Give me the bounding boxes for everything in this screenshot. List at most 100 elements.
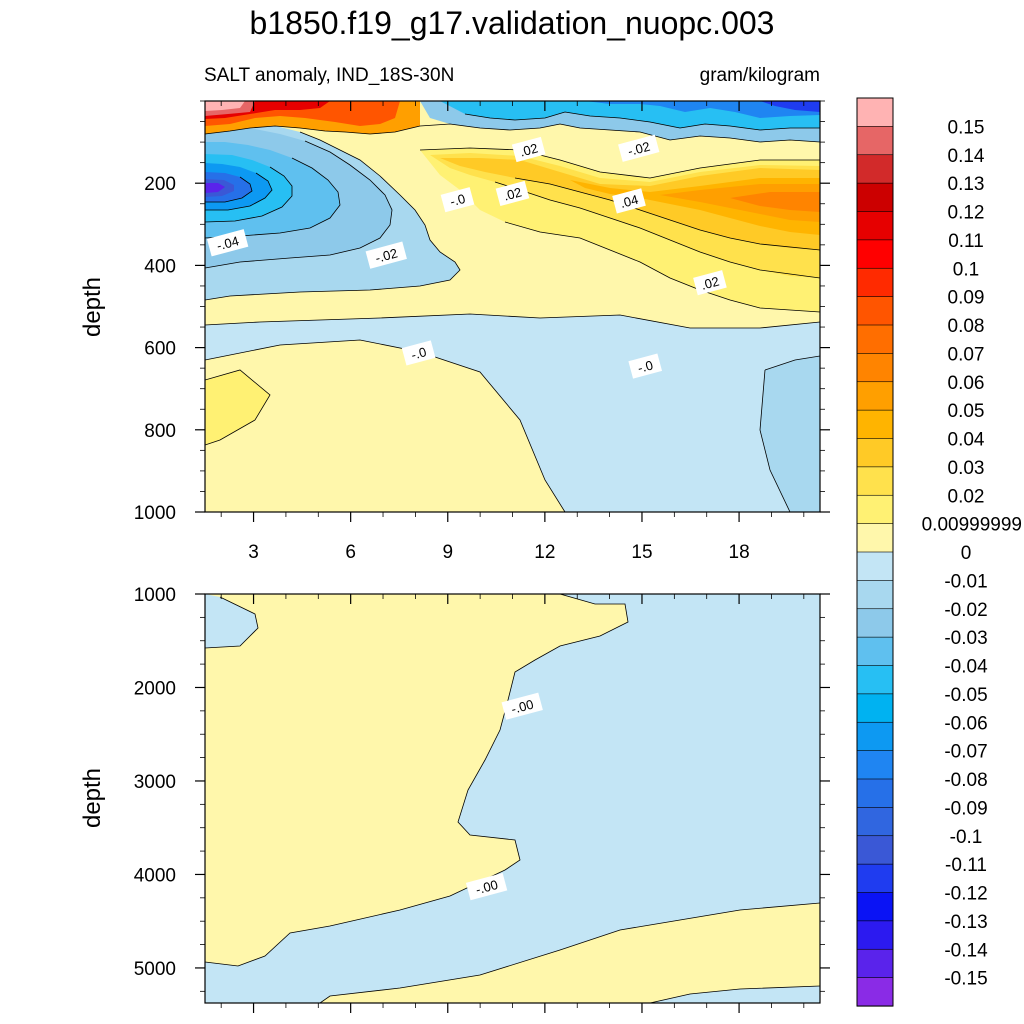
colorbar-swatch xyxy=(856,948,894,979)
region-surface-neg-4 xyxy=(760,101,820,112)
colorbar-label: 0.07 xyxy=(948,344,985,365)
top-contour-labels: -.04 -.02 -.0 .02 .02 .04 -.02 .02 -.0 -.0 xyxy=(206,134,727,379)
contour-label-bg xyxy=(365,241,407,269)
region-pos-upper-left xyxy=(205,594,628,966)
top-y-axis-label: depth xyxy=(79,277,106,337)
colorbar-label: 0.14 xyxy=(948,146,985,167)
colorbar-swatch xyxy=(856,778,894,808)
top-y-tick-label: 400 xyxy=(144,256,176,277)
contour-label-bg xyxy=(401,340,436,366)
region-pos-002-left xyxy=(205,370,270,445)
colorbar-swatch xyxy=(856,324,894,354)
contour-label-bg xyxy=(465,872,508,901)
colorbar-swatch xyxy=(856,409,894,440)
colorbar-label: -0.09 xyxy=(944,798,987,819)
top-contour-fill xyxy=(205,101,820,512)
contour-label-text: -.0 xyxy=(409,344,428,362)
contour-label-text: .02 xyxy=(699,274,720,293)
contour-label-bg xyxy=(511,136,546,163)
colorbar-swatch xyxy=(856,267,894,298)
region-surface-pos-5 xyxy=(205,101,245,111)
contour-label: -.00 xyxy=(465,872,508,901)
top-x-tick-label: 18 xyxy=(729,542,750,563)
chart-title: b1850.f19_g17.validation_nuopc.003 xyxy=(250,5,775,41)
colorbar-swatch xyxy=(856,977,894,1007)
colorbar-label: -0.02 xyxy=(944,600,987,621)
colorbar-label: 0.13 xyxy=(948,174,985,195)
contour-label-bg xyxy=(440,187,475,213)
bottom-y-tick-label: 1000 xyxy=(134,585,176,606)
colorbar-swatch xyxy=(856,665,894,695)
contour-label-text: -.0 xyxy=(448,191,467,209)
top-y-axis: 200 400 600 800 1000 xyxy=(134,100,830,524)
region-pos-007 xyxy=(730,192,820,212)
colorbar-swatch xyxy=(856,750,894,780)
top-panel: 3 6 9 12 15 18 200 400 600 800 1000 -.04 -.02 -.0 .0… xyxy=(79,100,830,563)
bottom-y-tick-label: 4000 xyxy=(134,865,176,886)
bottom-contour-fill xyxy=(205,594,820,1003)
contour-label: -.02 xyxy=(365,241,407,269)
subtitle-right: gram/kilogram xyxy=(700,65,820,86)
top-x-tick-label: 12 xyxy=(534,542,555,563)
contour-label-text: .02 xyxy=(502,184,523,203)
colorbar-swatch xyxy=(856,863,894,894)
bottom-y-axis: 1000 2000 3000 4000 5000 xyxy=(134,585,830,992)
colorbar-label: -0.08 xyxy=(944,770,987,791)
colorbar-swatch xyxy=(856,296,894,326)
colorbar-label: 0 xyxy=(961,543,972,564)
colorbar-label: -0.11 xyxy=(945,855,987,876)
region-neg-corner xyxy=(205,594,258,648)
colorbar-swatch xyxy=(856,494,894,525)
region-pos-small-lower xyxy=(205,340,565,512)
bottom-x-axis xyxy=(220,594,805,1013)
colorbar-label: -0.12 xyxy=(944,884,987,905)
region-neg-bottom-right xyxy=(650,986,820,1003)
colorbar-swatch xyxy=(856,580,894,610)
contour-label-bg xyxy=(618,134,660,162)
colorbar-swatch xyxy=(856,239,894,269)
colorbar-label: -0.04 xyxy=(944,657,988,678)
colorbar-swatch xyxy=(856,353,894,383)
colorbar-swatch xyxy=(856,211,894,241)
colorbar: 0.15 0.14 0.13 0.12 0.11 0.1 0.09 0.08 0.07 0.06 0… xyxy=(856,97,1022,1007)
contour-label: -.0 xyxy=(401,340,436,366)
colorbar-swatch xyxy=(856,807,894,837)
subtitle-left: SALT anomaly, IND_18S-30N xyxy=(204,65,454,86)
colorbar-swatch xyxy=(856,892,894,922)
contour-label-bg xyxy=(495,180,530,207)
top-x-axis: 3 6 9 12 15 18 xyxy=(220,101,805,563)
region-neg-014 xyxy=(205,183,225,193)
colorbar-swatch xyxy=(856,835,894,865)
top-y-tick-label: 800 xyxy=(144,421,176,442)
colorbar-swatch xyxy=(856,636,894,667)
bottom-y-axis-label: depth xyxy=(79,768,106,828)
colorbar-label: 0.1 xyxy=(953,259,979,280)
top-y-tick-label: 200 xyxy=(144,174,176,195)
contour-label-text: -.0 xyxy=(636,357,655,375)
contour-label-text: -.00 xyxy=(510,697,536,717)
colorbar-label: 0.09 xyxy=(948,288,985,309)
region-surface-neg-3 xyxy=(520,101,820,118)
top-y-tick-label: 1000 xyxy=(134,503,176,524)
colorbar-swatch xyxy=(856,154,894,184)
colorbar-label: 0.00999999 xyxy=(922,515,1022,536)
colorbar-label: 0.02 xyxy=(948,486,985,507)
top-contour-lines xyxy=(205,111,820,512)
contour-label-text: .02 xyxy=(518,140,539,159)
bottom-contour-lines xyxy=(205,594,820,1003)
colorbar-frame xyxy=(856,97,894,1007)
contour-label: .02 xyxy=(693,270,727,296)
contour-label: -.0 xyxy=(440,187,475,213)
colorbar-swatch xyxy=(856,721,894,752)
contour-label: .02 xyxy=(511,136,546,163)
top-x-tick-label: 9 xyxy=(442,542,453,563)
top-x-tick-label: 3 xyxy=(248,542,259,563)
contour-label: -.04 xyxy=(206,229,249,257)
contour-label-bg xyxy=(628,353,663,379)
colorbar-swatch xyxy=(856,693,894,723)
bottom-contour-labels: -.00-.00-.00 xyxy=(465,692,543,901)
contour-label: .02 xyxy=(495,180,530,207)
contour-label-text: -.04 xyxy=(215,233,241,253)
